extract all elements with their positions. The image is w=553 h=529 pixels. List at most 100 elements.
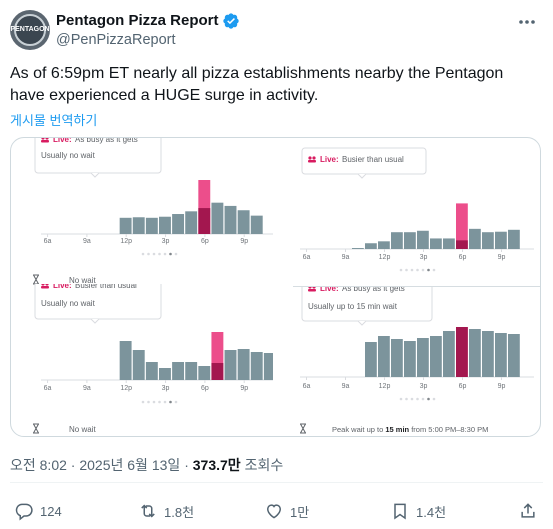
avatar-ring <box>14 14 46 46</box>
pagination-dot[interactable] <box>174 252 178 256</box>
pagination-dot[interactable] <box>399 397 403 401</box>
pagination-dot[interactable] <box>141 252 145 256</box>
hour-bar <box>378 241 390 249</box>
people-icon <box>41 138 49 143</box>
pagination-dot[interactable] <box>421 397 425 401</box>
hour-bar <box>263 353 273 380</box>
hour-bar <box>250 215 263 234</box>
live-bar <box>198 180 211 234</box>
reply-button[interactable]: 124 <box>14 500 62 522</box>
pagination-dot[interactable] <box>421 268 425 272</box>
hour-bar <box>237 349 250 380</box>
hour-bar <box>198 366 211 380</box>
reply-count: 124 <box>40 503 62 519</box>
hour-bar <box>482 331 494 377</box>
popular-times-panel-1: 6a 9a 12p 3p 6p 9p Live: As busy as it gets Usua… <box>19 138 273 288</box>
hour-bar <box>469 228 481 249</box>
hour-bar <box>365 342 377 377</box>
popular-times-panel-4: 6a 9a 12p 3p 6p 9p Live: As busy as it gets Usua… <box>286 287 540 436</box>
hour-bar <box>443 331 455 377</box>
live-bar <box>211 332 224 380</box>
tweet-time[interactable]: 오전 8:02 <box>10 457 67 473</box>
pagination-dot[interactable] <box>152 400 156 404</box>
hour-bar <box>482 232 494 249</box>
hour-bar <box>119 341 132 380</box>
pagination-dot[interactable] <box>169 400 172 404</box>
translate-link[interactable]: 게시물 번역하기 <box>10 113 98 128</box>
avatar-text: PENTAGON <box>10 26 50 33</box>
usual-wait-text: Usually up to 15 min wait <box>308 302 398 311</box>
popular-times-chart: 6a 9a 12p 3p 6p 9p Live: As busy as it gets Usua… <box>300 287 534 434</box>
tick-label: 9a <box>83 238 91 245</box>
people-icon <box>41 284 49 289</box>
bookmark-button[interactable]: 1.4천 <box>390 500 446 522</box>
pagination-dot[interactable] <box>405 268 408 272</box>
hour-bar <box>352 248 364 249</box>
pagination-dot[interactable] <box>163 252 167 256</box>
pagination-dot[interactable] <box>410 268 414 272</box>
tick-label: 6p <box>201 385 209 392</box>
usual-bar-current-hour <box>456 240 468 249</box>
view-count-label: 조회수 <box>244 457 284 473</box>
pagination-dot[interactable] <box>147 400 150 404</box>
tick-label: 9a <box>342 383 350 390</box>
avatar[interactable]: PENTAGON <box>10 10 50 50</box>
popular-times-chart: 6a 9a 12p 3p 6p 9p Live: Busier than usual Usual… <box>33 284 273 434</box>
tick-label: 12p <box>120 385 132 392</box>
pagination-dot[interactable] <box>399 268 403 272</box>
people-icon <box>308 287 316 292</box>
tick-label: 9p <box>498 383 506 390</box>
hour-bar <box>417 338 429 377</box>
hour-bar <box>365 243 377 249</box>
tick-label: 9a <box>83 385 91 392</box>
more-options-icon[interactable] <box>517 16 537 28</box>
share-icon <box>521 503 535 518</box>
hour-bar <box>469 329 481 377</box>
tick-label: 12p <box>379 254 391 261</box>
peak-wait-text: Peak wait up to 15 min from 5:00 PM–8:30… <box>332 425 488 434</box>
like-button[interactable]: 1만 <box>264 500 309 522</box>
verified-badge-icon <box>223 13 239 29</box>
tick-label: 9p <box>240 385 248 392</box>
pagination-dot[interactable] <box>174 400 178 404</box>
pagination-dot[interactable] <box>158 400 161 404</box>
repost-count: 1.8천 <box>164 504 195 520</box>
pagination-dot[interactable] <box>405 397 408 401</box>
hour-bar <box>430 238 442 249</box>
account-name[interactable]: Pentagon Pizza Report <box>56 12 219 29</box>
pagination-dot[interactable] <box>410 397 414 401</box>
pagination-dot[interactable] <box>432 397 436 401</box>
account-handle[interactable]: @PenPizzaReport <box>56 32 176 48</box>
repost-button[interactable]: 1.8천 <box>138 500 194 522</box>
hour-bar <box>145 362 158 380</box>
pagination-dot[interactable] <box>169 252 172 256</box>
pagination-dot[interactable] <box>141 400 145 404</box>
pagination-dot[interactable] <box>432 268 436 272</box>
tooltip-pointer <box>357 320 367 326</box>
pagination-dot[interactable] <box>158 252 161 256</box>
pagination-dot[interactable] <box>427 397 430 401</box>
usual-wait-text: Usually no wait <box>41 299 96 308</box>
pagination-dot[interactable] <box>427 268 430 272</box>
pagination-dot[interactable] <box>147 252 150 256</box>
pagination-dot[interactable] <box>152 252 156 256</box>
live-status: Busier than usual <box>75 284 137 290</box>
tooltip-pointer <box>90 318 100 324</box>
tweet-text: As of 6:59pm ET nearly all pizza establi… <box>10 65 504 104</box>
tweet-date[interactable]: 2025년 6월 13일 <box>79 457 181 473</box>
pagination-dot[interactable] <box>416 397 419 401</box>
popular-times-chart: 6a 9a 12p 3p 6p 9p Live: Busier than usual <box>300 147 534 272</box>
hour-bar <box>132 350 145 380</box>
pagination-dot[interactable] <box>416 268 419 272</box>
share-button[interactable] <box>518 500 538 522</box>
hour-bar <box>404 232 416 249</box>
tweet-media[interactable]: 6a 9a 12p 3p 6p 9p Live: As busy as it gets Usua… <box>10 137 541 437</box>
tick-label: 9p <box>240 238 248 245</box>
pagination-dot[interactable] <box>163 400 167 404</box>
hour-bar <box>417 230 429 249</box>
usual-bar-current-hour <box>211 363 224 380</box>
tweet-header: PENTAGON Pentagon Pizza Report @PenPizza… <box>10 10 543 50</box>
hour-bar <box>172 214 185 234</box>
hour-bar <box>430 336 442 377</box>
popular-times-panel-3: 6a 9a 12p 3p 6p 9p Live: Busier than usual Usual… <box>19 284 273 436</box>
